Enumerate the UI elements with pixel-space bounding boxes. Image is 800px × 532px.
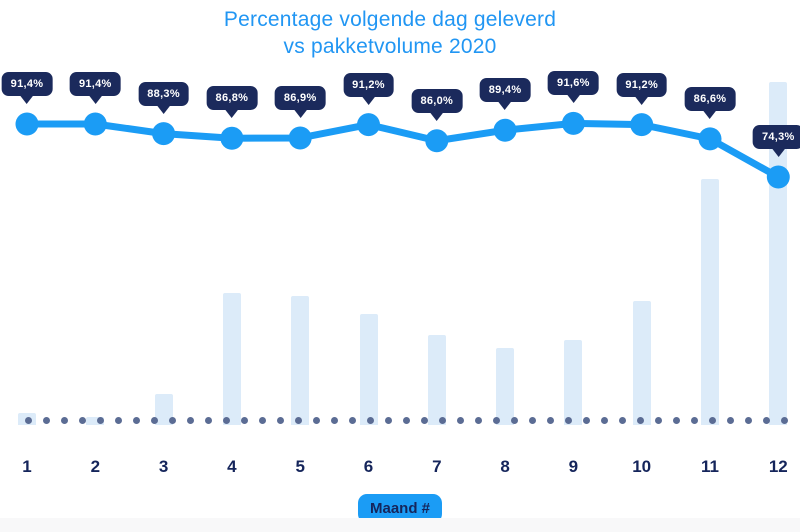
baseline-dot (168, 416, 176, 424)
data-point-month-8 (493, 118, 517, 142)
baseline-dot (240, 416, 248, 424)
baseline-dot (420, 416, 428, 424)
percentage-line (23, 119, 782, 181)
baseline-dot (510, 416, 518, 424)
baseline-dot (204, 416, 212, 424)
volume-bar-month-9 (564, 340, 583, 425)
data-point-month-9 (561, 111, 585, 135)
baseline-dot (186, 416, 194, 424)
baseline-dot (708, 416, 716, 424)
baseline-dot (672, 416, 680, 424)
x-tick-label-10: 10 (632, 457, 652, 476)
baseline-dot (24, 416, 32, 424)
baseline-dot (456, 416, 464, 424)
baseline-dot (294, 416, 302, 424)
value-tooltip-month-5: 86,9% (274, 85, 326, 110)
baseline-dot (492, 416, 500, 424)
x-tick-label-8: 8 (500, 457, 510, 476)
page-bottom-strip (0, 518, 800, 532)
value-tooltip-month-7: 86,0% (411, 88, 463, 113)
baseline-dot (654, 416, 662, 424)
baseline-dot (366, 416, 374, 424)
x-tick-label-2: 2 (90, 457, 101, 476)
baseline-dot (600, 416, 608, 424)
data-point-month-11 (698, 127, 722, 151)
x-tick-label-1: 1 (22, 457, 32, 476)
baseline-dot (636, 416, 644, 424)
x-tick-label-5: 5 (295, 457, 305, 476)
baseline-dot (150, 416, 158, 424)
x-tick-label-3: 3 (158, 457, 169, 476)
baseline-dot (78, 416, 86, 424)
baseline-dot (474, 416, 482, 424)
baseline-dot (384, 416, 392, 424)
x-tick-label-9: 9 (568, 457, 579, 476)
value-tooltip-month-12: 74,3% (752, 125, 800, 149)
volume-bar-month-5 (291, 296, 310, 425)
chart-title-line2: vs pakketvolume 2020 (283, 35, 497, 58)
data-point-month-5 (288, 126, 312, 150)
volume-bar-month-3 (154, 394, 173, 425)
value-tooltip-month-2: 91,4% (69, 72, 121, 96)
value-tooltip-month-4: 86,8% (206, 86, 258, 111)
baseline-dot (438, 416, 446, 424)
value-tooltip-month-8: 89,4% (479, 78, 531, 103)
value-tooltip-month-6: 91,2% (343, 72, 394, 97)
value-tooltip-month-9: 91,6% (548, 71, 599, 96)
baseline-dot (762, 416, 770, 424)
baseline-dot (60, 416, 68, 424)
baseline-dot (564, 416, 572, 424)
volume-bar-month-8 (496, 348, 515, 425)
x-tick-label-7: 7 (432, 457, 442, 476)
volume-bar-month-7 (427, 335, 446, 425)
baseline-dot (690, 416, 698, 424)
data-point-month-10 (630, 113, 654, 137)
volume-bar-month-2 (86, 417, 105, 425)
x-tick-label-6: 6 (363, 457, 374, 476)
baseline-dot (222, 416, 230, 424)
chart-title: Percentage volgende dag geleverd vs pakke… (0, 6, 780, 60)
x-tick-label-11: 11 (701, 457, 719, 476)
baseline-dot (726, 416, 734, 424)
baseline-dot (582, 416, 590, 424)
baseline-dot (42, 416, 50, 424)
baseline-dot (402, 416, 410, 424)
value-tooltip-month-10: 91,2% (616, 72, 668, 97)
volume-bar-month-10 (632, 300, 651, 425)
value-tooltip-month-11: 86,6% (684, 86, 736, 111)
baseline-dot (114, 416, 122, 424)
baseline-dot (276, 416, 284, 424)
x-tick-label-12: 12 (768, 457, 788, 476)
volume-bar-month-6 (359, 313, 378, 425)
chart-title-line1: Percentage volgende dag geleverd (223, 8, 557, 31)
x-tick-label-4: 4 (227, 457, 237, 476)
baseline-dot (546, 416, 554, 424)
volume-bar-month-11 (701, 179, 719, 425)
data-point-month-3 (152, 122, 176, 146)
baseline-dot (258, 416, 266, 424)
baseline-dot (312, 416, 320, 424)
baseline-dot (618, 416, 626, 424)
data-point-month-2 (83, 112, 107, 136)
data-point-month-6 (357, 113, 380, 137)
value-tooltip-month-1: 91,4% (1, 72, 53, 96)
baseline-dot (780, 416, 788, 424)
data-point-month-4 (220, 126, 244, 150)
data-point-month-1 (15, 112, 39, 136)
baseline-dot (132, 416, 140, 424)
baseline-dot (348, 416, 356, 424)
baseline-dot (528, 416, 536, 424)
volume-bar-month-4 (222, 292, 241, 425)
data-point-month-7 (425, 129, 449, 153)
baseline-dot (330, 416, 338, 424)
baseline-dot (744, 416, 752, 424)
baseline-dot (96, 416, 104, 424)
value-tooltip-month-3: 88,3% (138, 81, 189, 106)
